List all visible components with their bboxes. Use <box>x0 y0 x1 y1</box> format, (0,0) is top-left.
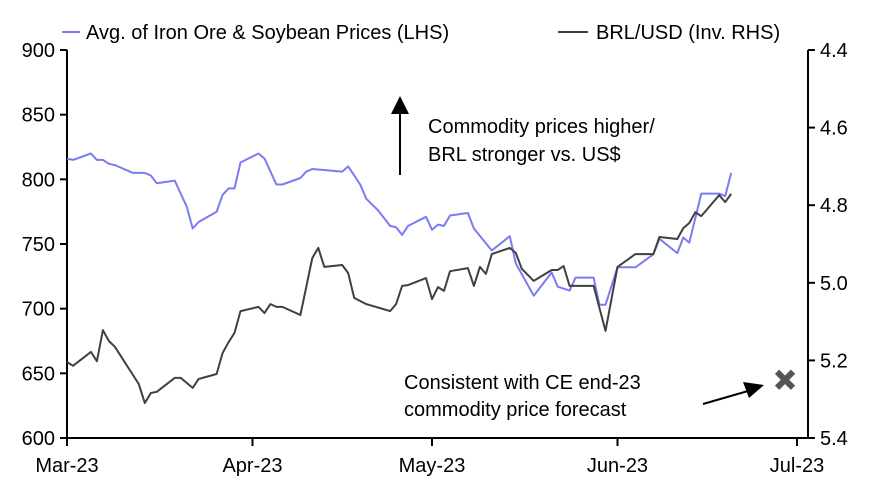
axes: 600 650 700 750 800 850 900 4.4 4.6 4.8 5.0 5.2 5.4 M… <box>22 40 848 477</box>
up-arrow-head <box>391 96 409 114</box>
left-axis-tick-label: 750 <box>22 234 55 256</box>
legend-label-brl: BRL/USD (Inv. RHS) <box>596 22 780 44</box>
left-axis-tick-label: 900 <box>22 40 55 62</box>
left-axis-tick-label: 650 <box>22 363 55 385</box>
x-axis-tick-label: Mar-23 <box>35 455 98 477</box>
right-axis-tick-label: 4.6 <box>820 118 848 140</box>
right-axis-tick-label: 5.4 <box>820 428 848 450</box>
annotation-up-line1: Commodity prices higher/ <box>428 116 655 138</box>
series-line-iron-soy <box>66 152 733 306</box>
series-lines <box>66 152 796 405</box>
x-axis-tick-label: Jun-23 <box>587 455 648 477</box>
forecast-marker-stroke <box>774 369 796 390</box>
left-axis-tick-label: 800 <box>22 169 55 191</box>
legend: Avg. of Iron Ore & Soybean Prices (LHS) … <box>62 22 780 44</box>
annotation-up-line2: BRL stronger vs. US$ <box>428 144 621 166</box>
forecast-arrow-shaft <box>702 390 749 405</box>
forecast-marker-x-icon <box>774 369 796 390</box>
left-axis-tick-label: 850 <box>22 105 55 127</box>
annotations: Commodity prices higher/ BRL stronger vs… <box>391 96 764 421</box>
x-axis-tick-label: Apr-23 <box>222 455 282 477</box>
left-axis-tick-label: 700 <box>22 299 55 321</box>
right-axis-tick-label: 5.2 <box>820 350 848 372</box>
x-axis-tick-label: May-23 <box>399 455 466 477</box>
legend-label-iron-soy: Avg. of Iron Ore & Soybean Prices (LHS) <box>86 22 449 44</box>
right-axis-tick-label: 4.4 <box>820 40 848 62</box>
annotation-forecast-line1: Consistent with CE end-23 <box>404 372 641 394</box>
forecast-arrow-head <box>743 382 764 398</box>
x-axis-tick-label: Jul-23 <box>770 455 824 477</box>
series-line-brl-usd <box>66 193 733 405</box>
annotation-forecast-line2: commodity price forecast <box>404 399 627 421</box>
right-axis-tick-label: 4.8 <box>820 195 848 217</box>
right-axis-tick-label: 5.0 <box>820 273 848 295</box>
left-axis-tick-label: 600 <box>22 428 55 450</box>
